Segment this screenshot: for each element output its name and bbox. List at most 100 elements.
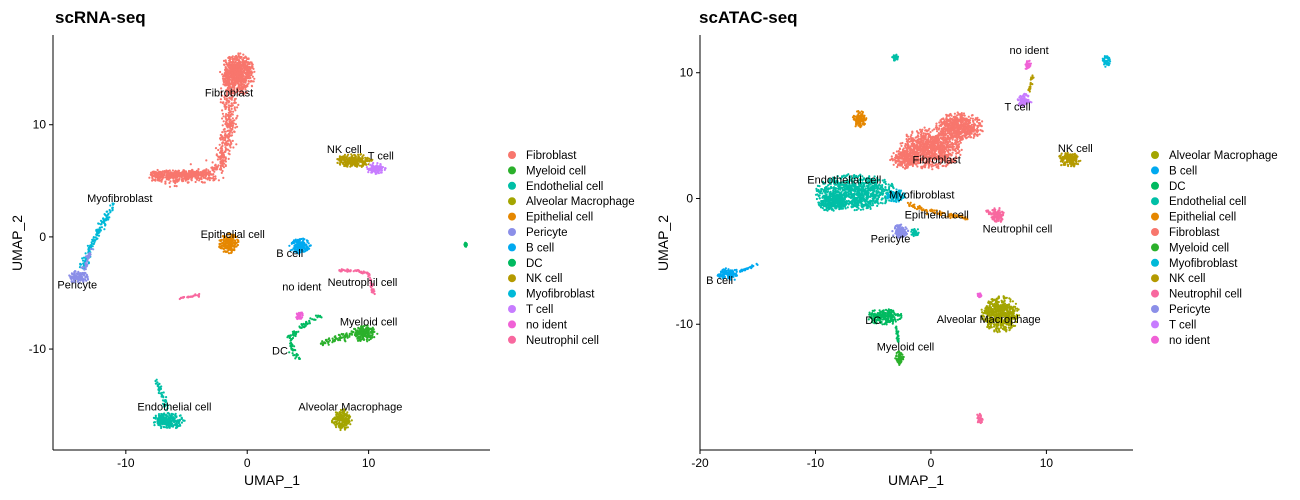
data-point [214,175,217,178]
data-point [211,173,214,176]
data-point [913,146,916,150]
data-point [82,266,85,269]
data-point [231,94,234,97]
data-point [926,149,930,152]
data-point [931,129,934,132]
data-point [181,180,184,183]
data-point [214,177,217,180]
data-point [177,178,180,181]
data-point [949,145,952,148]
data-point [229,89,232,92]
data-point [294,333,297,336]
data-point [227,142,230,145]
data-point [234,60,237,63]
data-point [236,243,239,247]
cluster-label: Alveolar Macrophage [298,402,402,414]
data-point [909,145,912,148]
data-point [922,132,925,135]
data-point [207,169,210,172]
data-point [222,128,225,131]
data-point [295,352,298,356]
data-point [341,421,344,424]
data-point [82,259,85,262]
data-point [375,172,378,175]
data-point [916,149,919,152]
data-point [223,142,226,145]
data-point [225,119,228,122]
data-point [921,135,925,138]
data-point [86,244,89,247]
data-point [938,121,941,124]
data-point [253,77,256,80]
data-point [339,428,342,432]
data-point [223,97,226,101]
data-point [153,424,156,427]
cluster-myeloid-cell [319,331,357,347]
data-point [224,107,227,110]
data-point [981,120,984,123]
data-point [226,246,229,249]
data-point [154,176,157,179]
data-point [361,272,364,275]
data-point [229,244,232,247]
data-point [349,423,352,426]
data-point [376,332,379,335]
data-point [225,76,228,79]
data-point [195,177,198,180]
data-point [219,166,222,169]
data-point [360,332,363,335]
data-point [175,420,178,423]
data-point [223,95,227,98]
data-point [935,122,938,125]
data-point [347,160,350,163]
data-point [247,57,250,61]
data-point [224,84,227,87]
data-point [151,179,154,182]
data-point [221,155,224,158]
data-point [963,114,966,117]
legend-label: Alveolar Macrophage [526,196,635,208]
data-point [236,71,239,74]
data-point [208,176,211,179]
data-point [300,326,303,329]
data-point [362,334,366,337]
data-point [913,139,917,142]
legend-swatch [508,335,516,344]
legend-label: Fibroblast [526,150,577,162]
data-point [227,241,230,245]
data-point [916,147,919,150]
data-point [168,185,172,188]
data-point [298,326,301,329]
data-point [157,391,160,395]
data-point [213,170,216,173]
data-point [181,296,184,299]
data-point [237,103,240,106]
data-point [947,145,950,148]
data-point [85,275,88,278]
data-point [929,137,933,141]
data-point [925,142,928,145]
data-point [302,322,305,325]
data-point [221,109,224,112]
data-point [227,104,230,107]
data-point [947,141,950,144]
data-point [220,136,223,139]
data-point [227,157,230,160]
data-point [319,315,322,318]
data-point [91,238,94,241]
data-point [235,68,238,71]
data-point [309,244,312,247]
data-point [314,314,318,317]
legend-label: NK cell [526,273,562,285]
data-point [339,163,342,166]
data-point [172,419,175,422]
data-point [83,268,86,271]
data-point [226,82,229,86]
cluster-label: T cell [368,151,394,163]
data-point [362,331,366,334]
data-point [228,144,231,147]
data-point [954,149,957,153]
y-tick-label: -10 [29,342,47,356]
